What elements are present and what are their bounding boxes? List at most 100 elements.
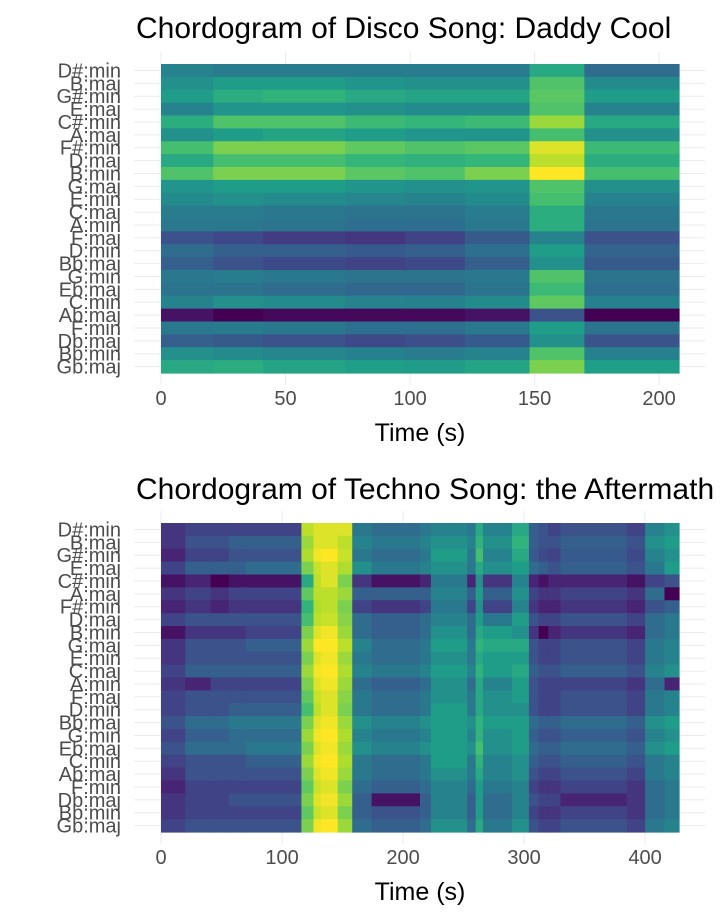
heatmap-cell: [371, 535, 421, 550]
heatmap-cell: [584, 154, 680, 168]
heatmap-cell: [430, 793, 468, 807]
heatmap-cell: [626, 677, 646, 691]
heatmap-cell: [645, 741, 666, 756]
heatmap-cell: [352, 587, 373, 601]
heatmap-cell: [213, 64, 264, 78]
heatmap-cell: [210, 716, 230, 730]
techno-x-axis-title: Time (s): [375, 878, 466, 906]
heatmap-cell: [210, 780, 230, 794]
techno-y-tick-labels: D#:minB:majG#:minE:majC#:minA:majF#:minD…: [57, 519, 121, 837]
heatmap-cell: [420, 741, 432, 756]
heatmap-cell: [548, 613, 561, 627]
y-tick-label: B:min: [70, 622, 121, 644]
heatmap-cell: [313, 767, 322, 782]
y-tick-label: E:maj: [70, 558, 121, 580]
heatmap-cell: [337, 626, 353, 640]
heatmap-cell: [420, 523, 432, 537]
heatmap-cell: [345, 270, 406, 284]
heatmap-cell: [560, 741, 628, 756]
heatmap-cell: [228, 638, 247, 653]
y-tick-label: C:maj: [69, 202, 121, 224]
y-tick-label: A:maj: [70, 584, 121, 606]
heatmap-cell: [320, 729, 339, 743]
heatmap-cell: [538, 703, 549, 717]
heatmap-cell: [301, 806, 315, 820]
heatmap-cell: [213, 179, 264, 194]
y-tick-label: E:min: [70, 648, 121, 670]
heatmap-cell: [371, 523, 421, 537]
heatmap-cell: [511, 535, 530, 550]
heatmap-cell: [210, 626, 230, 640]
heatmap-cell: [482, 535, 513, 550]
heatmap-cell: [313, 626, 322, 640]
heatmap-cell: [538, 754, 549, 769]
heatmap-cell: [664, 819, 680, 833]
heatmap-cell: [161, 218, 214, 232]
heatmap-cell: [430, 754, 468, 769]
heatmap-cell: [548, 574, 561, 588]
heatmap-cell: [584, 218, 680, 232]
heatmap-cell: [626, 793, 646, 807]
heatmap-cell: [467, 638, 477, 653]
heatmap-cell: [228, 780, 247, 794]
heatmap-cell: [213, 76, 264, 91]
heatmap-cell: [228, 600, 247, 614]
heatmap-cell: [263, 179, 346, 194]
heatmap-cell: [528, 548, 540, 563]
heatmap-cell: [301, 793, 315, 807]
heatmap-cell: [320, 780, 339, 794]
heatmap-cell: [420, 754, 432, 769]
heatmap-cell: [161, 192, 214, 207]
heatmap-cell: [482, 561, 513, 576]
heatmap-cell: [548, 754, 561, 769]
heatmap-cell: [337, 613, 353, 627]
heatmap-cell: [548, 600, 561, 614]
heatmap-cell: [560, 626, 628, 640]
heatmap-cell: [538, 638, 549, 653]
heatmap-cell: [584, 192, 680, 207]
heatmap-cell: [529, 141, 585, 155]
heatmap-cell: [538, 729, 549, 743]
heatmap-cell: [185, 754, 212, 769]
y-tick-label: Db:maj: [58, 331, 121, 353]
heatmap-cell: [320, 806, 339, 820]
heatmap-cell: [664, 561, 680, 576]
y-tick-label: B:maj: [70, 73, 121, 95]
heatmap-cell: [313, 651, 322, 666]
heatmap-cell: [560, 767, 628, 782]
techno-x-tick-labels: 0 100 200 300 400: [155, 847, 661, 869]
heatmap-cell: [538, 767, 549, 782]
heatmap-cell: [210, 638, 230, 653]
heatmap-cell: [664, 523, 680, 537]
heatmap-cell: [664, 600, 680, 614]
heatmap-cell: [352, 535, 373, 550]
heatmap-cell: [430, 690, 468, 704]
heatmap-cell: [320, 548, 339, 563]
disco-chordogram-chart: D#:minB:majG#:minE:majC#:minA:majF#:minD…: [57, 52, 705, 447]
heatmap-cell: [228, 664, 247, 679]
heatmap-cell: [430, 638, 468, 653]
disco-x-tick-labels: 0 50 100 150 200: [155, 388, 675, 410]
heatmap-cell: [228, 806, 247, 820]
heatmap-cell: [405, 141, 466, 155]
heatmap-cell: [228, 626, 247, 640]
heatmap-cell: [228, 613, 247, 627]
heatmap-cell: [430, 548, 468, 563]
heatmap-cell: [464, 76, 531, 91]
heatmap-cell: [529, 64, 585, 78]
heatmap-cell: [645, 574, 666, 588]
heatmap-cell: [529, 89, 585, 104]
heatmap-cell: [511, 767, 530, 782]
heatmap-cell: [529, 179, 585, 194]
heatmap-cell: [584, 89, 680, 104]
heatmap-cell: [584, 231, 680, 245]
heatmap-cell: [626, 754, 646, 769]
heatmap-cell: [464, 321, 531, 335]
heatmap-cell: [584, 102, 680, 117]
heatmap-cell: [430, 819, 468, 833]
heatmap-cell: [584, 244, 680, 258]
heatmap-cell: [475, 690, 484, 704]
heatmap-cell: [213, 128, 264, 142]
heatmap-cell: [245, 638, 302, 653]
heatmap-cell: [560, 703, 628, 717]
